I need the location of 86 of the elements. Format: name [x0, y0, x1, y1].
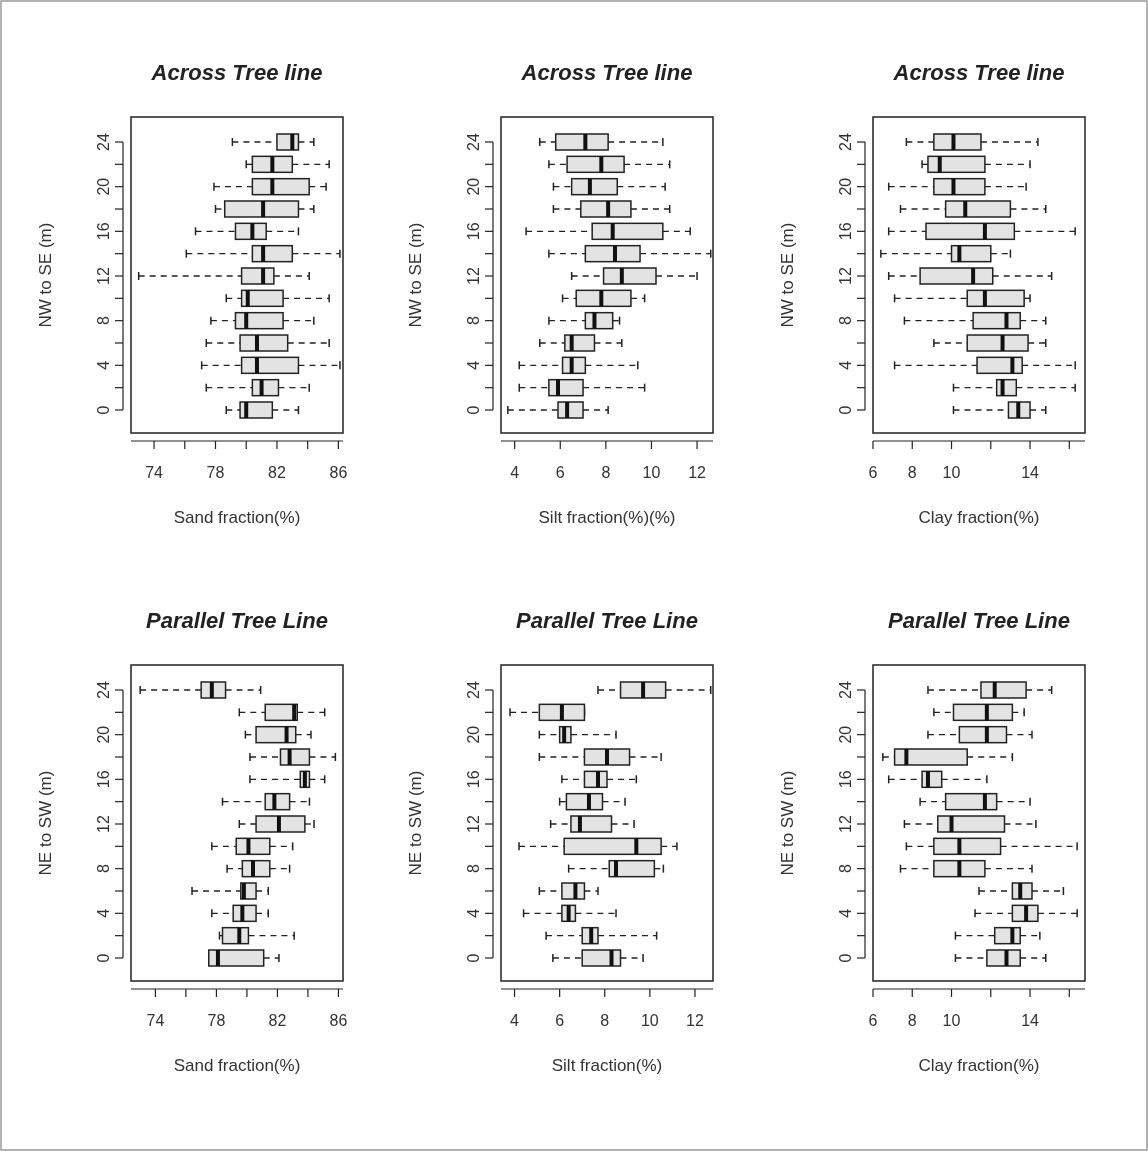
y-axis-title: NW to SE (m)	[406, 222, 425, 328]
y-tick-label: 20	[465, 177, 482, 196]
x-tick-label: 4	[510, 1012, 520, 1029]
chart-title: Parallel Tree Line	[516, 608, 698, 633]
y-tick-label: 4	[95, 360, 112, 370]
y-tick-label: 16	[465, 770, 482, 789]
y-tick-label: 0	[837, 405, 854, 415]
y-tick-label: 20	[95, 177, 112, 196]
chart-title: Parallel Tree Line	[146, 608, 328, 633]
y-tick-label: 20	[837, 725, 854, 744]
x-tick-label: 6	[555, 1012, 565, 1029]
x-tick-label: 14	[1021, 1012, 1040, 1029]
y-tick-label: 0	[95, 405, 112, 415]
x-tick-label: 10	[942, 464, 961, 481]
y-tick-label: 12	[465, 267, 482, 285]
y-tick-label: 12	[465, 815, 482, 833]
y-axis-title: NE to SW (m)	[778, 770, 797, 876]
x-tick-label: 10	[640, 1012, 659, 1029]
x-tick-label: 6	[868, 1012, 878, 1029]
x-tick-label: 82	[268, 1012, 287, 1029]
x-tick-label: 12	[688, 464, 707, 481]
y-tick-label: 4	[465, 360, 482, 370]
y-tick-label: 16	[465, 222, 482, 241]
x-tick-label: 10	[642, 464, 661, 481]
x-tick-label: 8	[600, 1012, 610, 1029]
x-tick-label: 74	[145, 464, 164, 481]
y-tick-label: 24	[465, 681, 482, 699]
x-tick-label: 86	[329, 464, 348, 481]
y-tick-label: 8	[837, 316, 854, 326]
y-axis-title: NE to SW (m)	[36, 770, 55, 876]
y-tick-label: 4	[837, 360, 854, 370]
y-tick-label: 12	[95, 815, 112, 833]
y-tick-label: 16	[95, 770, 112, 789]
y-tick-label: 16	[95, 222, 112, 241]
chart-title: Across Tree line	[150, 60, 323, 85]
y-tick-label: 24	[837, 681, 854, 699]
x-tick-label: 8	[907, 1012, 917, 1029]
y-axis-title: NW to SE (m)	[778, 222, 797, 328]
y-tick-label: 8	[837, 864, 854, 874]
y-tick-label: 4	[837, 908, 854, 918]
y-tick-label: 8	[95, 864, 112, 874]
y-tick-label: 20	[465, 725, 482, 744]
y-tick-label: 0	[465, 405, 482, 415]
x-tick-label: 12	[686, 1012, 704, 1029]
y-tick-label: 4	[95, 908, 112, 918]
y-tick-label: 0	[837, 953, 854, 963]
x-tick-label: 78	[207, 1012, 226, 1029]
y-tick-label: 16	[837, 222, 854, 241]
x-tick-label: 6	[555, 464, 565, 481]
y-tick-label: 20	[95, 725, 112, 744]
y-tick-label: 4	[465, 908, 482, 918]
y-tick-label: 8	[465, 864, 482, 874]
x-axis-title: Silt fraction(%)	[551, 1056, 663, 1075]
x-tick-label: 8	[907, 464, 917, 481]
y-tick-label: 24	[95, 133, 112, 151]
chart-title: Parallel Tree Line	[888, 608, 1070, 633]
x-tick-label: 82	[268, 464, 286, 481]
x-axis-title: Sand fraction(%)	[173, 1056, 301, 1075]
y-axis-title: NE to SW (m)	[406, 770, 425, 876]
y-tick-label: 24	[95, 681, 112, 699]
y-tick-label: 16	[837, 770, 854, 789]
y-tick-label: 24	[837, 133, 854, 151]
y-tick-label: 12	[837, 267, 854, 285]
x-axis-title: Silt fraction(%)(%)	[538, 508, 676, 527]
x-tick-label: 4	[510, 464, 520, 481]
chart-title: Across Tree line	[892, 60, 1065, 85]
y-tick-label: 20	[837, 177, 854, 196]
y-tick-label: 0	[465, 953, 482, 963]
y-tick-label: 12	[95, 267, 112, 285]
x-tick-label: 8	[601, 464, 611, 481]
x-tick-label: 74	[146, 1012, 165, 1029]
x-tick-label: 78	[206, 464, 225, 481]
x-tick-label: 86	[329, 1012, 348, 1029]
y-tick-label: 0	[95, 953, 112, 963]
x-tick-label: 10	[942, 1012, 961, 1029]
x-tick-label: 6	[868, 464, 878, 481]
y-tick-label: 12	[837, 815, 854, 833]
y-tick-label: 24	[465, 133, 482, 151]
x-axis-title: Clay fraction(%)	[918, 508, 1040, 527]
x-tick-label: 14	[1021, 464, 1040, 481]
x-axis-title: Clay fraction(%)	[918, 1056, 1040, 1075]
y-tick-label: 8	[465, 316, 482, 326]
chart-title: Across Tree line	[520, 60, 693, 85]
y-axis-title: NW to SE (m)	[36, 222, 55, 328]
x-axis-title: Sand fraction(%)	[173, 508, 301, 527]
y-tick-label: 8	[95, 316, 112, 326]
